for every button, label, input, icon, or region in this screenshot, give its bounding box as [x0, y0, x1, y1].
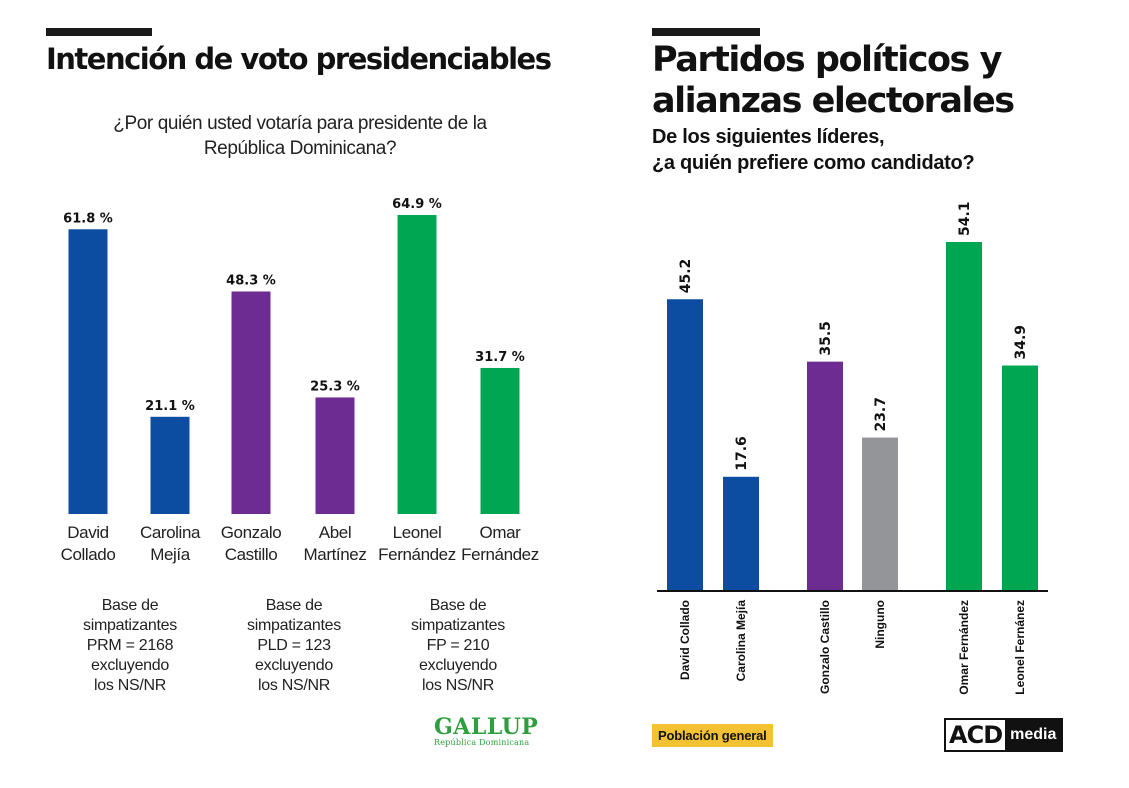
right-category-label-3: Gonzalo Castillo — [818, 600, 832, 694]
acd-logo-text: ACD — [949, 721, 1003, 749]
right-bar-1 — [667, 299, 703, 590]
left-value-label-6: 31.7 % — [475, 350, 525, 365]
left-category-label-line: David — [67, 523, 109, 542]
right-subtitle-line-2: ¿a quién prefiere como candidato? — [652, 152, 975, 174]
right-value-label-3: 35.5 — [818, 321, 834, 356]
right-value-label-2: 17.6 — [734, 436, 750, 471]
right-title-line-2: alianzas electorales — [652, 81, 1015, 121]
left-value-label-2: 21.1 % — [145, 399, 195, 414]
gallup-logo-main: GALLUP — [434, 714, 539, 740]
left-category-label-line: Collado — [60, 545, 116, 564]
left-subtitle-line-2: República Dominicana? — [203, 138, 397, 159]
left-bar-1 — [68, 229, 108, 514]
right-bar-6 — [1002, 365, 1038, 590]
left-base-note-line: FP = 210 — [426, 637, 490, 654]
left-base-note-line: simpatizantes — [83, 617, 177, 634]
left-base-note-line: Base de — [101, 597, 159, 614]
right-top-bar — [652, 28, 760, 36]
acd-media-logo: ACD media — [944, 718, 1064, 752]
left-base-note-line: excluyendo — [419, 657, 497, 674]
left-base-note-line: PRM = 2168 — [86, 637, 174, 654]
left-category-label-line: Carolina — [139, 523, 201, 542]
left-base-note-line: simpatizantes — [247, 617, 341, 634]
left-value-label-1: 61.8 % — [63, 211, 113, 226]
left-category-label-line: Abel — [318, 523, 352, 542]
left-base-note-line: excluyendo — [91, 657, 169, 674]
left-category-label-1: David Collado — [43, 522, 133, 566]
left-category-label-line: Castillo — [224, 545, 278, 564]
right-value-label-1: 45.2 — [678, 259, 694, 294]
left-base-note-line: Base de — [265, 597, 323, 614]
left-chart-subtitle: ¿Por quién usted votaría para presidente… — [80, 111, 520, 161]
left-subtitle-line-1: ¿Por quién usted votaría para presidente… — [113, 113, 487, 134]
right-bar-2 — [723, 476, 759, 590]
right-category-label-4: Ninguno — [873, 600, 887, 649]
left-category-label-4: Abel Martínez — [290, 522, 380, 566]
gallup-logo-sub: República Dominicana — [434, 738, 530, 747]
media-logo-text: media — [1005, 720, 1062, 750]
left-base-note-line: excluyendo — [255, 657, 333, 674]
right-category-label-5: Omar Fernández — [957, 600, 971, 695]
left-bar-5 — [397, 215, 437, 514]
left-category-label-line: Omar — [479, 523, 521, 542]
left-bar-3 — [231, 291, 271, 514]
left-base-note-line: Base de — [429, 597, 487, 614]
right-value-label-4: 23.7 — [873, 397, 889, 432]
right-value-label-5: 54.1 — [957, 201, 973, 236]
left-base-note-line: PLD = 123 — [257, 637, 331, 654]
left-category-label-line: Leonel — [392, 523, 442, 542]
right-chart-title: Partidos políticos y alianzas electorale… — [652, 40, 1072, 122]
left-top-bar — [46, 28, 152, 36]
right-bar-4 — [862, 437, 898, 590]
left-base-note-line: los NS/NR — [258, 677, 330, 694]
left-base-note-2: Base de simpatizantes PLD = 123 excluyendo l… — [224, 596, 364, 696]
left-chart-title: Intención de voto presidenciables — [46, 42, 552, 76]
left-category-label-line: Martínez — [303, 545, 367, 564]
left-base-note-line: simpatizantes — [411, 617, 505, 634]
right-title-line-1: Partidos políticos y — [652, 40, 1002, 80]
left-category-label-line: Fernández — [461, 545, 539, 564]
left-base-note-1: Base de simpatizantes PRM = 2168 excluyendo… — [60, 596, 200, 696]
gallup-logo: GALLUP República Dominicana — [434, 714, 539, 748]
left-value-label-4: 25.3 % — [310, 379, 360, 394]
left-bar-4 — [315, 397, 355, 514]
left-category-label-3: Gonzalo Castillo — [206, 522, 296, 566]
left-base-note-3: Base de simpatizantes FP = 210 excluyendo lo… — [388, 596, 528, 696]
left-base-note-line: los NS/NR — [94, 677, 166, 694]
right-category-label-1: David Collado — [678, 600, 692, 680]
right-subtitle-line-1: De los siguientes líderes, — [652, 126, 885, 148]
right-bar-3 — [807, 361, 843, 590]
right-bar-5 — [946, 242, 982, 590]
right-chart-subtitle: De los siguientes líderes, ¿a quién pref… — [652, 124, 1072, 176]
left-base-note-line: los NS/NR — [422, 677, 494, 694]
right-value-label-6: 34.9 — [1013, 325, 1029, 360]
left-category-label-2: Carolina Mejía — [125, 522, 215, 566]
right-category-label-6: Leonel Fernánez — [1013, 600, 1027, 695]
left-category-label-line: Gonzalo — [220, 523, 282, 542]
poblacion-general-badge: Población general — [652, 724, 773, 747]
left-category-label-line: Fernández — [378, 545, 456, 564]
left-category-label-line: Mejía — [150, 545, 190, 564]
left-bar-2 — [150, 416, 190, 514]
right-category-label-2: Carolina Mejía — [734, 600, 748, 682]
left-category-label-5: Leonel Fernández — [372, 522, 462, 566]
left-bar-6 — [480, 367, 520, 514]
left-value-label-3: 48.3 % — [226, 273, 276, 288]
left-category-label-6: Omar Fernández — [455, 522, 545, 566]
left-value-label-5: 64.9 % — [392, 197, 442, 212]
